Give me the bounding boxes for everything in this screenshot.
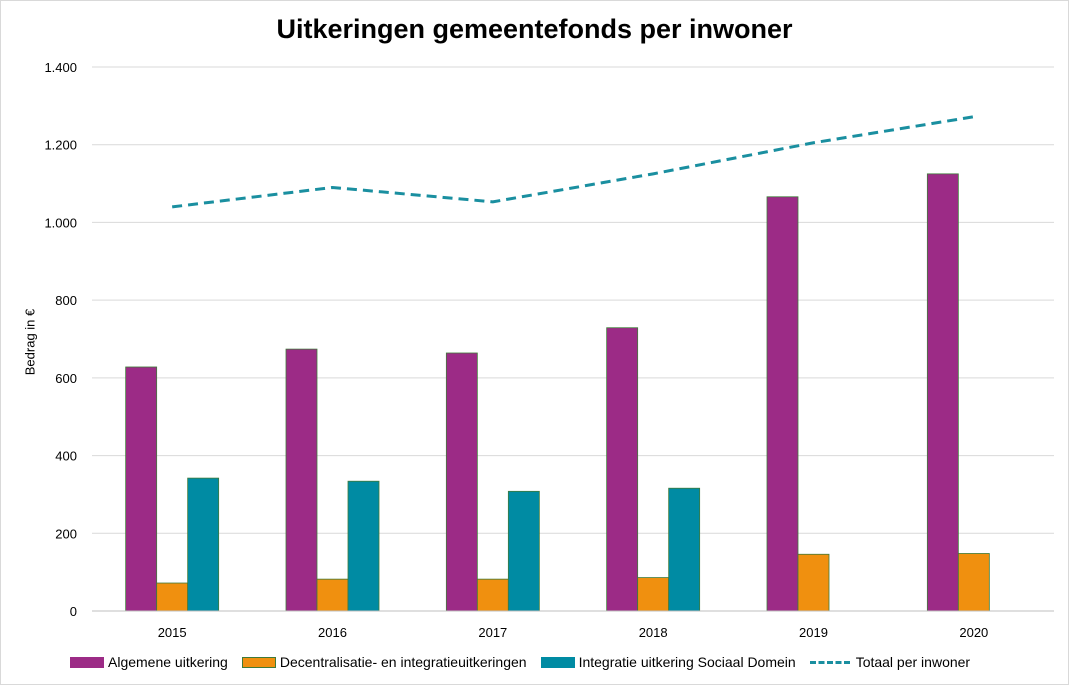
bars <box>125 173 990 612</box>
y-tick-label: 1.400 <box>44 60 77 75</box>
x-tick-labels: 2015 2016 2017 2018 2019 2020 <box>158 625 989 640</box>
bar-integratie-uitkering-sociaal-domein-2016 <box>347 480 380 612</box>
x-tick-label: 2018 <box>639 625 668 640</box>
x-tick-label: 2016 <box>318 625 347 640</box>
legend-label-decentralisatie: Decentralisatie- en integratieuitkeringe… <box>279 654 527 670</box>
bar-algemene-uitkering-2019 <box>766 196 799 612</box>
legend-swatch-algemene-uitkering <box>70 656 104 668</box>
bar-algemene-uitkering-2018 <box>606 327 639 612</box>
y-tick-label: 200 <box>55 526 77 541</box>
legend-item-integratie-sociaal-domein: Integratie uitkering Sociaal Domein <box>540 654 796 670</box>
bar-decentralisatie-en-integratieuitkeringen-2020 <box>957 553 990 612</box>
bar-algemene-uitkering-2015 <box>125 366 158 612</box>
legend-label-totaal-per-inwoner: Totaal per inwoner <box>855 654 971 670</box>
bar-integratie-uitkering-sociaal-domein-2015 <box>187 477 220 612</box>
y-tick-label: 400 <box>55 449 77 464</box>
bar-integratie-uitkering-sociaal-domein-2017 <box>507 490 540 612</box>
bar-algemene-uitkering-2016 <box>285 348 318 612</box>
y-tick-label: 0 <box>70 604 77 619</box>
bar-algemene-uitkering-2020 <box>926 173 959 612</box>
legend: Algemene uitkering Decentralisatie- en i… <box>70 654 984 670</box>
y-tick-label: 1.000 <box>44 215 77 230</box>
bar-decentralisatie-en-integratieuitkeringen-2017 <box>476 578 509 612</box>
bar-decentralisatie-en-integratieuitkeringen-2016 <box>316 578 349 612</box>
legend-label-integratie-sociaal-domein: Integratie uitkering Sociaal Domein <box>578 654 796 670</box>
legend-item-decentralisatie: Decentralisatie- en integratieuitkeringe… <box>241 654 527 670</box>
chart-title: Uitkeringen gemeentefonds per inwoner <box>276 14 793 44</box>
legend-swatch-integratie-sociaal-domein <box>540 656 575 668</box>
line-totaal-per-inwoner <box>171 115 975 209</box>
y-tick-label: 1.200 <box>44 138 77 153</box>
legend-swatch-decentralisatie <box>241 656 276 668</box>
legend-label-algemene-uitkering: Algemene uitkering <box>108 654 228 670</box>
x-tick-label: 2015 <box>158 625 187 640</box>
legend-swatch-totaal-per-inwoner <box>809 660 850 664</box>
legend-item-totaal-per-inwoner: Totaal per inwoner <box>809 654 971 670</box>
x-tick-label: 2017 <box>478 625 507 640</box>
x-tick-label: 2019 <box>799 625 828 640</box>
gridlines <box>92 66 1054 534</box>
legend-item-algemene-uitkering: Algemene uitkering <box>70 654 228 670</box>
bar-decentralisatie-en-integratieuitkeringen-2019 <box>797 553 830 612</box>
y-tick-labels: 0 200 400 600 800 1.000 1.200 1.400 <box>44 60 77 619</box>
y-tick-label: 800 <box>55 293 77 308</box>
bar-decentralisatie-en-integratieuitkeringen-2018 <box>637 577 670 612</box>
y-tick-label: 600 <box>55 371 77 386</box>
bar-decentralisatie-en-integratieuitkeringen-2015 <box>156 582 189 612</box>
bar-algemene-uitkering-2017 <box>445 352 478 612</box>
total-line <box>171 115 975 209</box>
x-tick-label: 2020 <box>959 625 988 640</box>
bar-integratie-uitkering-sociaal-domein-2018 <box>668 487 701 612</box>
